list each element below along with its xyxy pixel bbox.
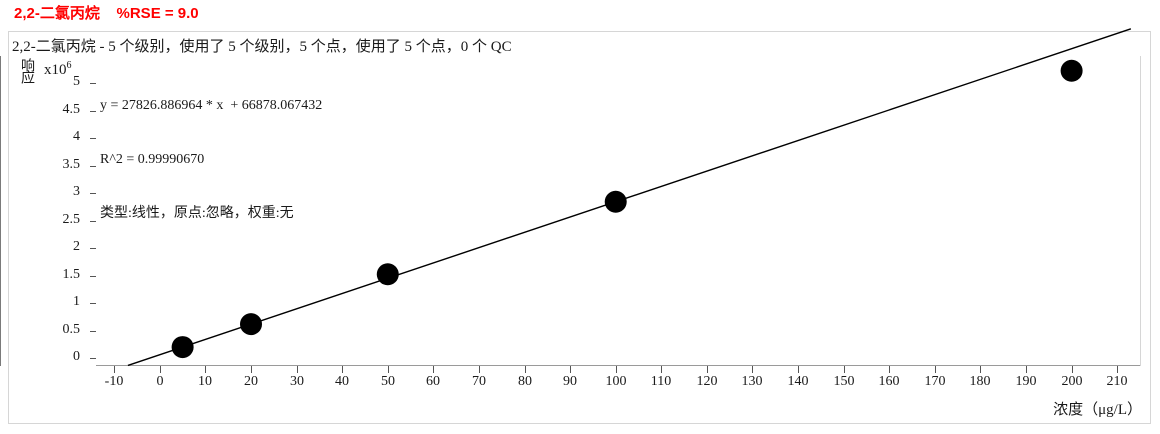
y-axis-tick: [90, 276, 96, 277]
x-axis-tick: [570, 366, 571, 373]
x-axis-tick-label: 160: [878, 374, 900, 389]
x-axis-tick: [616, 366, 617, 373]
y-axis-tick: [90, 166, 96, 167]
x-axis-tick: [935, 366, 936, 373]
y-axis-tick-label: 1: [73, 294, 80, 309]
y-axis-tick-label: 0.5: [62, 322, 81, 337]
x-axis-tick-label: 210: [1106, 374, 1128, 389]
y-axis-tick-label: 3.5: [62, 157, 81, 172]
x-axis-tick-label: 50: [381, 374, 395, 389]
y-axis-tick-label: 2: [73, 239, 80, 254]
y-axis-exponent: x106: [44, 60, 72, 79]
x-axis-tick: [889, 366, 890, 373]
regression-equation-block: y = 27826.886964 * x + 66878.067432 R^2 …: [100, 61, 322, 259]
x-axis-tick-label: 200: [1061, 374, 1083, 389]
x-axis-tick-label: 90: [563, 374, 577, 389]
x-axis-title: 浓度（μg/L）: [1053, 402, 1142, 418]
x-axis-tick: [844, 366, 845, 373]
regression-equation-line: y = 27826.886964 * x + 66878.067432: [100, 98, 323, 113]
y-axis-tick: [90, 138, 96, 139]
x-axis-tick: [1026, 366, 1027, 373]
x-axis-tick: [661, 366, 662, 373]
x-axis-tick-label: 170: [924, 374, 946, 389]
x-axis-tick-label: 60: [426, 374, 440, 389]
regression-settings-line: 类型:线性，原点:忽略，权重:无: [100, 206, 294, 221]
x-axis-tick: [205, 366, 206, 373]
y-axis-title: 响应: [19, 58, 34, 82]
y-axis-tick: [90, 193, 96, 194]
x-axis-tick: [1072, 366, 1073, 373]
x-axis-tick: [297, 366, 298, 373]
plot-right-edge: [1140, 56, 1141, 366]
chart-subtitle: 2,2-二氯丙烷 - 5 个级别，使用了 5 个级别，5 个点，使用了 5 个点…: [12, 39, 512, 55]
x-axis-tick-label: 110: [650, 374, 672, 389]
x-axis-tick: [433, 366, 434, 373]
y-axis-tick: [90, 221, 96, 222]
x-axis-line: [96, 365, 1141, 366]
x-axis-tick: [342, 366, 343, 373]
x-axis-tick: [1117, 366, 1118, 373]
y-axis-tick-label: 4: [73, 129, 80, 144]
x-axis-tick: [160, 366, 161, 373]
y-axis-exponent-power: 6: [66, 60, 72, 71]
y-axis-tick: [90, 248, 96, 249]
y-axis-tick-label: 1.5: [62, 267, 81, 282]
y-axis-tick-label: 5: [73, 74, 80, 89]
page-title: 2,2-二氯丙烷 %RSE = 9.0: [14, 5, 199, 22]
x-axis-tick: [525, 366, 526, 373]
y-axis-tick: [90, 358, 96, 359]
x-axis-tick-label: 20: [244, 374, 258, 389]
x-axis-tick-label: 150: [833, 374, 855, 389]
x-axis-tick-label: 180: [969, 374, 991, 389]
y-axis-tick-label: 2.5: [62, 212, 81, 227]
x-axis-tick: [114, 366, 115, 373]
x-axis-tick-label: 70: [472, 374, 486, 389]
x-axis-tick-label: 120: [696, 374, 718, 389]
x-axis-tick-label: 190: [1015, 374, 1037, 389]
y-axis-tick-label: 3: [73, 184, 80, 199]
x-axis-tick: [388, 366, 389, 373]
x-axis-tick-label: 0: [156, 374, 164, 389]
x-axis-tick-label: 40: [335, 374, 349, 389]
y-axis-tick: [90, 111, 96, 112]
x-axis-tick-label: 80: [518, 374, 532, 389]
x-axis-tick: [707, 366, 708, 373]
x-axis-tick-label: -10: [104, 374, 124, 389]
x-axis-tick: [479, 366, 480, 373]
x-axis-tick-label: 130: [741, 374, 763, 389]
y-axis-tick-label: 0: [73, 349, 80, 364]
y-axis-tick: [90, 303, 96, 304]
x-axis-tick-label: 30: [290, 374, 304, 389]
x-axis-tick-label: 10: [198, 374, 212, 389]
y-axis-tick: [90, 331, 96, 332]
y-axis-tick: [90, 83, 96, 84]
regression-r2-line: R^2 = 0.99990670: [100, 152, 205, 167]
x-axis-tick: [980, 366, 981, 373]
x-axis-tick: [752, 366, 753, 373]
x-axis-tick-label: 100: [605, 374, 627, 389]
y-axis-line: [0, 56, 1, 366]
x-axis-tick-label: 140: [787, 374, 809, 389]
x-axis-tick: [798, 366, 799, 373]
y-axis-tick-label: 4.5: [62, 102, 81, 117]
x-axis-tick: [251, 366, 252, 373]
y-axis-exponent-prefix: x10: [44, 62, 67, 78]
